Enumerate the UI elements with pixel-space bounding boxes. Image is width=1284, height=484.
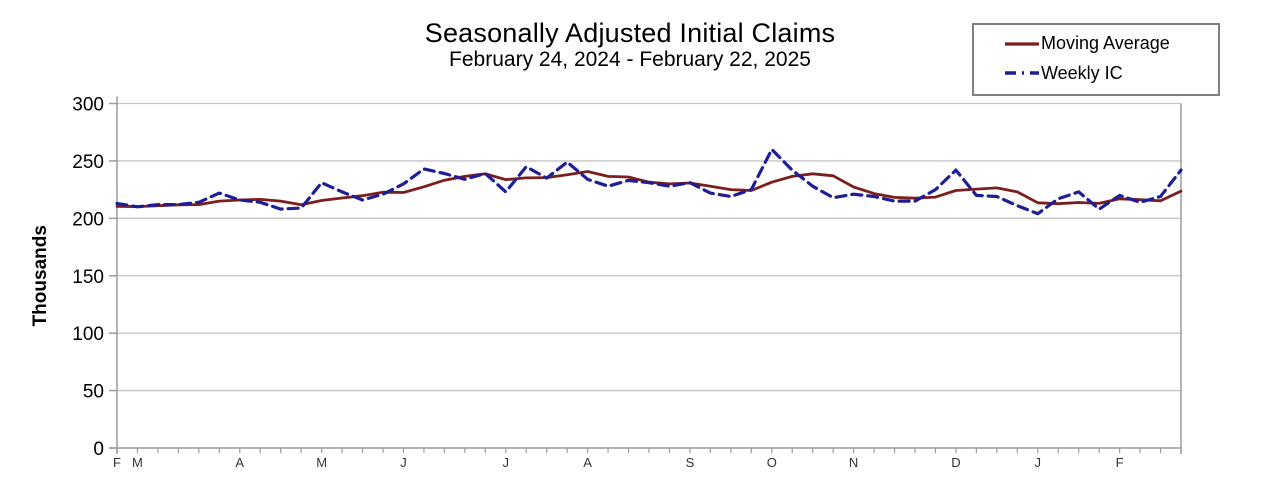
- y-tick-label-250: 250: [72, 152, 104, 173]
- weekly-ic-line-icon: [1005, 71, 1039, 75]
- series-moving-average: [115, 170, 1183, 209]
- legend-item-weekly-ic: Weekly IC: [1004, 63, 1218, 84]
- y-axis-title: Thousands: [30, 225, 51, 326]
- x-month-label-A-week6: A: [235, 455, 244, 470]
- x-month-label-A-week23: A: [583, 455, 592, 470]
- y-tick-label-0: 0: [93, 439, 104, 460]
- x-month-label-J-week45: J: [1035, 455, 1042, 470]
- x-month-label-M-week10: M: [316, 455, 327, 470]
- y-tick-label-50: 50: [83, 382, 104, 403]
- y-tick-label-300: 300: [72, 95, 104, 116]
- y-tick-label-100: 100: [72, 324, 104, 345]
- x-month-label-J-week19: J: [503, 455, 510, 470]
- y-tick-label-150: 150: [72, 267, 104, 288]
- legend-item-moving-average: Moving Average: [1004, 33, 1218, 54]
- x-month-label-O-week32: O: [767, 455, 777, 470]
- x-month-label-N-week36: N: [849, 455, 858, 470]
- x-month-label-S-week28: S: [686, 455, 695, 470]
- x-month-label-F-week49: F: [1116, 455, 1124, 470]
- x-month-label-D-week41: D: [951, 455, 960, 470]
- legend-label-moving-average: Moving Average: [1041, 33, 1170, 54]
- x-month-label-J-week14: J: [400, 455, 407, 470]
- legend-label-weekly-ic: Weekly IC: [1041, 62, 1123, 83]
- series-weekly-ic: [115, 147, 1183, 216]
- legend: Moving Average Weekly IC: [972, 23, 1220, 96]
- x-month-label-F-week0: F: [113, 455, 121, 470]
- moving-average-line-icon: [1005, 42, 1039, 46]
- y-tick-label-200: 200: [72, 209, 104, 230]
- x-month-label-M-week1: M: [132, 455, 143, 470]
